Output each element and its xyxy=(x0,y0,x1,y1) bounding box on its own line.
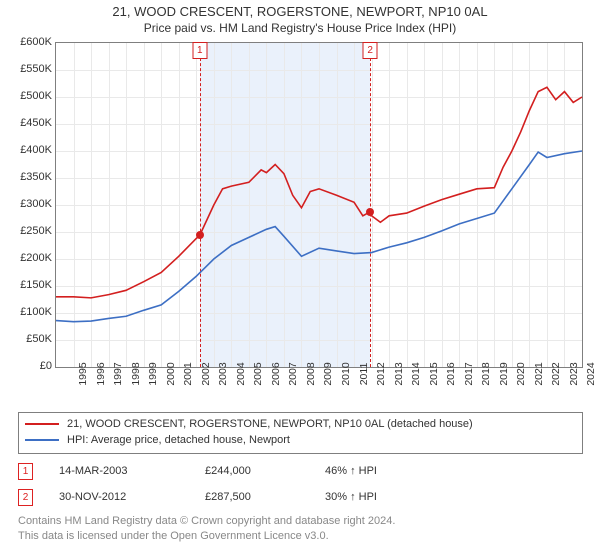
legend-row-1: HPI: Average price, detached house, Newp… xyxy=(25,433,576,448)
legend-row-0: 21, WOOD CRESCENT, ROGERSTONE, NEWPORT, … xyxy=(25,417,576,432)
sale-date-1: 14-MAR-2003 xyxy=(59,464,175,479)
y-axis-label: £150K xyxy=(20,279,52,291)
y-axis-label: £450K xyxy=(20,117,52,129)
attribution-line-2: This data is licensed under the Open Gov… xyxy=(18,529,583,544)
attribution-line-1: Contains HM Land Registry data © Crown c… xyxy=(18,514,583,529)
y-axis-label: £550K xyxy=(20,63,52,75)
arrow-up-icon: ↑ xyxy=(350,465,356,477)
series-svg xyxy=(56,43,582,367)
sale-delta-2: 30% ↑ HPI xyxy=(325,490,445,505)
sale-price-1: £244,000 xyxy=(205,464,295,479)
sale-marker-1: 1 xyxy=(18,463,33,480)
legend-label-1: HPI: Average price, detached house, Newp… xyxy=(67,433,290,448)
sale-marker-2: 2 xyxy=(18,489,33,506)
chart-title-main: 21, WOOD CRESCENT, ROGERSTONE, NEWPORT, … xyxy=(0,4,600,21)
sale-row-0: 1 14-MAR-2003 £244,000 46% ↑ HPI xyxy=(18,463,583,480)
x-axis-label: 2025 xyxy=(581,362,600,385)
sale-date-2: 30-NOV-2012 xyxy=(59,490,175,505)
sale-delta-pct-1: 46% xyxy=(325,465,347,477)
sale-price-2: £287,500 xyxy=(205,490,295,505)
series-line-0 xyxy=(56,87,582,298)
attribution: Contains HM Land Registry data © Crown c… xyxy=(18,514,583,544)
y-axis-label: £100K xyxy=(20,306,52,318)
chart-title-block: 21, WOOD CRESCENT, ROGERSTONE, NEWPORT, … xyxy=(0,0,600,36)
y-axis-label: £350K xyxy=(20,171,52,183)
y-axis-label: £500K xyxy=(20,90,52,102)
y-axis-label: £250K xyxy=(20,225,52,237)
sale-delta-vs-2: HPI xyxy=(359,491,377,503)
y-axis-label: £50K xyxy=(26,333,52,345)
chart-title-sub: Price paid vs. HM Land Registry's House … xyxy=(0,21,600,37)
plot-area: 12 xyxy=(55,42,583,368)
sale-delta-1: 46% ↑ HPI xyxy=(325,464,445,479)
legend-swatch-0 xyxy=(25,423,59,425)
sale-delta-vs-1: HPI xyxy=(359,465,377,477)
series-line-1 xyxy=(56,151,582,322)
y-axis-label: £600K xyxy=(20,36,52,48)
y-axis-label: £200K xyxy=(20,252,52,264)
chart-area: 21, WOOD CRESCENT, ROGERSTONE, NEWPORT, … xyxy=(0,0,600,412)
legend-box: 21, WOOD CRESCENT, ROGERSTONE, NEWPORT, … xyxy=(18,412,583,454)
sale-row-1: 2 30-NOV-2012 £287,500 30% ↑ HPI xyxy=(18,489,583,506)
arrow-up-icon: ↑ xyxy=(350,491,356,503)
y-axis-label: £400K xyxy=(20,144,52,156)
sale-delta-pct-2: 30% xyxy=(325,491,347,503)
legend-swatch-1 xyxy=(25,439,59,441)
y-axis-label: £300K xyxy=(20,198,52,210)
legend-label-0: 21, WOOD CRESCENT, ROGERSTONE, NEWPORT, … xyxy=(67,417,473,432)
y-axis-label: £0 xyxy=(40,360,52,372)
info-block: 21, WOOD CRESCENT, ROGERSTONE, NEWPORT, … xyxy=(18,412,583,543)
